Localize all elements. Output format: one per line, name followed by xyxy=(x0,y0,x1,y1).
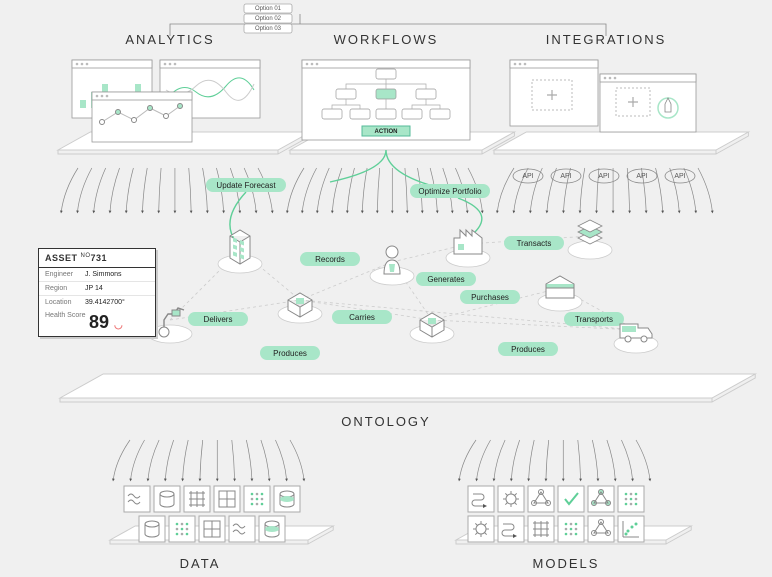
svg-text:Transacts: Transacts xyxy=(517,239,552,248)
screen-panel: ACTION xyxy=(302,60,470,140)
svg-text:Option 01: Option 01 xyxy=(255,6,282,12)
tile-gear xyxy=(498,486,524,512)
svg-text:API: API xyxy=(598,173,609,180)
screen-panel xyxy=(510,60,598,126)
svg-text:API: API xyxy=(560,173,571,180)
svg-text:Option 03: Option 03 xyxy=(255,26,282,32)
screen-panel xyxy=(92,92,192,142)
svg-text:Delivers: Delivers xyxy=(204,315,233,324)
ontology-node-truck xyxy=(614,324,658,353)
asset-row: Location39.4142700° xyxy=(39,296,155,309)
ontology-node-person xyxy=(370,246,414,285)
svg-text:API: API xyxy=(674,173,685,180)
ontology-node-box2 xyxy=(410,313,454,343)
asset-row: RegionJP 14 xyxy=(39,282,155,296)
tile-db xyxy=(154,486,180,512)
svg-text:Carries: Carries xyxy=(349,313,375,322)
tile-wave xyxy=(124,486,150,512)
integrations-title: INTEGRATIONS xyxy=(546,32,667,47)
ontology-node-building xyxy=(218,230,262,273)
ontology-node-factory xyxy=(446,230,490,267)
asset-health-row: Health Score 89 ◡ xyxy=(39,309,155,336)
svg-text:API: API xyxy=(636,173,647,180)
tile-wave xyxy=(229,516,255,542)
svg-text:Records: Records xyxy=(315,255,345,264)
tile-db xyxy=(139,516,165,542)
tile-scatter xyxy=(618,516,644,542)
workflows-title: WORKFLOWS xyxy=(334,32,439,47)
svg-text:Optimize Portfolio: Optimize Portfolio xyxy=(418,187,482,196)
models-title: MODELS xyxy=(533,556,600,571)
svg-text:Transports: Transports xyxy=(575,315,613,324)
tile-flow xyxy=(498,516,524,542)
asset-card-title: ASSET NO731 xyxy=(39,249,155,268)
svg-text:Update Forecast: Update Forecast xyxy=(216,181,276,190)
ontology-node-box1 xyxy=(278,293,322,323)
svg-text:API: API xyxy=(522,173,533,180)
tile-flow xyxy=(468,486,494,512)
screen-panel xyxy=(600,74,696,132)
data-title: DATA xyxy=(180,556,221,571)
svg-text:Produces: Produces xyxy=(511,345,545,354)
asset-row: EngineerJ. Simmons xyxy=(39,268,155,282)
asset-card: ASSET NO731 EngineerJ. SimmonsRegionJP 1… xyxy=(38,248,156,337)
svg-text:Option 02: Option 02 xyxy=(255,16,282,22)
analytics-title: ANALYTICS xyxy=(125,32,214,47)
svg-text:ACTION: ACTION xyxy=(375,129,398,135)
ontology-node-store xyxy=(538,276,582,311)
tile-check xyxy=(558,486,584,512)
svg-text:Produces: Produces xyxy=(273,349,307,358)
ontology-node-stack xyxy=(568,220,612,259)
svg-text:Generates: Generates xyxy=(427,275,464,284)
svg-text:Purchases: Purchases xyxy=(471,293,509,302)
tile-gear xyxy=(468,516,494,542)
ontology-title: ONTOLOGY xyxy=(341,414,430,429)
